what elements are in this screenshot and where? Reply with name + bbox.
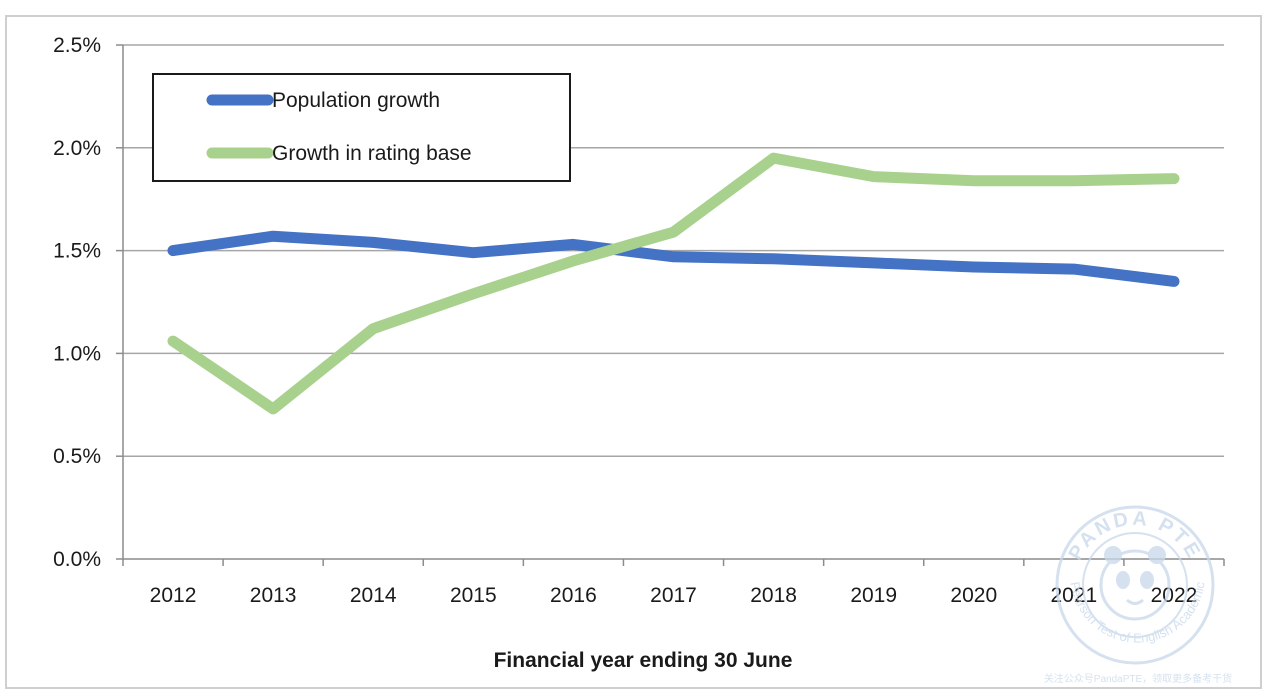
x-tick-label: 2017 xyxy=(650,584,697,607)
data-point xyxy=(472,293,474,295)
x-tick-labels: 2012 2013 2014 2015 2016 2017 2018 2019 2020 2021… xyxy=(150,584,1198,607)
axes xyxy=(116,44,1225,566)
gridlines xyxy=(123,44,1224,457)
data-point xyxy=(973,180,975,182)
legend-label-growth-in-rating-base: Growth in rating base xyxy=(272,142,472,165)
watermark-bottom-text: 关注公众号PandaPTE，领取更多备考干货 xyxy=(1044,672,1232,685)
y-tick-label: 1.5% xyxy=(53,240,101,263)
data-point xyxy=(172,340,174,342)
y-tick-label: 0.0% xyxy=(53,548,101,571)
y-tick-label: 2.0% xyxy=(53,137,101,160)
x-tick-label: 2014 xyxy=(350,584,397,607)
watermark-ring xyxy=(1055,505,1215,665)
data-point xyxy=(1073,268,1075,270)
data-point xyxy=(572,260,574,262)
x-tick-label: 2016 xyxy=(550,584,597,607)
x-tick-label: 2018 xyxy=(750,584,797,607)
data-point xyxy=(472,252,474,254)
watermark-inner-ring xyxy=(1082,532,1188,638)
y-tick-label: 1.0% xyxy=(53,342,101,365)
y-tick-labels: 0.0% 0.5% 1.0% 1.5% 2.0% 2.5% xyxy=(53,34,101,571)
x-tick-label: 2012 xyxy=(150,584,197,607)
data-point xyxy=(773,157,775,159)
legend-label-population-growth: Population growth xyxy=(272,89,440,112)
data-point xyxy=(873,176,875,178)
data-point xyxy=(372,328,374,330)
data-point xyxy=(873,262,875,264)
data-point xyxy=(1073,180,1075,182)
data-point xyxy=(1173,178,1175,180)
data-point xyxy=(973,266,975,268)
data-point xyxy=(673,231,674,233)
panda-icon xyxy=(1099,546,1171,621)
x-tick-label: 2019 xyxy=(850,584,897,607)
x-axis-label: Financial year ending 30 June xyxy=(494,649,793,672)
legend-box xyxy=(152,73,571,182)
data-point xyxy=(372,241,374,243)
data-point xyxy=(572,243,574,245)
y-tick-label: 2.5% xyxy=(53,34,101,57)
data-point xyxy=(673,256,674,258)
legend: Population growth Growth in rating base xyxy=(152,73,571,182)
data-point xyxy=(272,235,274,237)
x-tick-label: 2022 xyxy=(1151,584,1198,607)
data-point xyxy=(773,258,775,260)
x-tick-label: 2013 xyxy=(250,584,297,607)
y-tick-label: 0.5% xyxy=(53,445,101,468)
data-point xyxy=(272,408,274,410)
series-lines xyxy=(167,152,1180,415)
data-point xyxy=(172,250,174,252)
data-point xyxy=(1173,280,1175,282)
x-tick-label: 2015 xyxy=(450,584,497,607)
x-tick-label: 2020 xyxy=(950,584,997,607)
